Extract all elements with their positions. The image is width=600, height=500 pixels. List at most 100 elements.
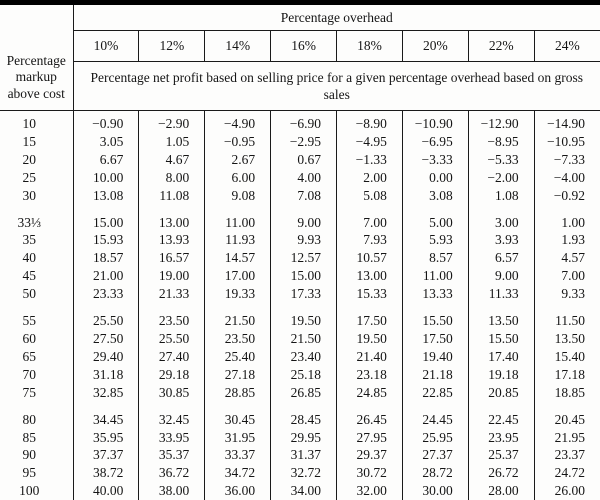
markup-row-label: 50 — [0, 285, 74, 304]
net-profit-cell: 21.00 — [72, 267, 139, 286]
net-profit-cell: 21.50 — [270, 329, 337, 348]
table-body: 10 −0.90 −2.90 −4.90 −6.90 −8.90 −10.90 −12.90−… — [0, 110, 600, 500]
column-header: 14% — [204, 30, 271, 62]
net-profit-cell: 26.45 — [336, 401, 403, 429]
net-profit-cell: 18.85 — [533, 383, 600, 402]
net-profit-cell: 9.33 — [533, 285, 600, 304]
net-profit-cell: 4.67 — [138, 150, 205, 169]
net-profit-cell: 32.00 — [336, 482, 403, 500]
net-profit-cell: 23.95 — [467, 428, 535, 447]
net-profit-cell: −1.33 — [336, 150, 403, 169]
net-profit-cell: 38.72 — [72, 464, 139, 483]
markup-row-label: 40 — [0, 249, 74, 268]
net-profit-cell: 29.95 — [270, 428, 337, 447]
net-profit-cell: −2.90 — [138, 110, 205, 133]
net-profit-cell: −2.95 — [270, 132, 337, 151]
markup-row-label: 20 — [0, 150, 74, 169]
net-profit-cell: −8.90 — [336, 110, 403, 133]
net-profit-cell: 22.45 — [467, 401, 535, 429]
net-profit-cell: 17.50 — [401, 329, 469, 348]
markup-row-label: 15 — [0, 132, 74, 151]
net-profit-cell: 6.57 — [467, 249, 535, 268]
table-row: 15 3.05 1.05 −0.95 −2.95 −4.95 −6.95 −8.95 −10.9… — [0, 132, 600, 151]
markup-row-label: 70 — [0, 365, 74, 384]
markup-row-label: 10 — [0, 110, 74, 133]
net-profit-cell: 27.18 — [204, 365, 271, 384]
net-profit-cell: 27.37 — [401, 446, 469, 465]
net-profit-cell: 0.00 — [401, 168, 469, 187]
net-profit-cell: 26.00 — [533, 482, 600, 500]
net-profit-cell: 25.40 — [204, 347, 271, 366]
markup-row-label: 65 — [0, 347, 74, 366]
net-profit-cell: 26.85 — [270, 383, 337, 402]
net-profit-cell: 29.18 — [138, 365, 205, 384]
net-profit-cell: 37.37 — [72, 446, 139, 465]
net-profit-cell: 11.00 — [204, 204, 271, 232]
net-profit-cell: 2.00 — [336, 168, 403, 187]
net-profit-cell: 27.95 — [336, 428, 403, 447]
markup-row-label: 35 — [0, 231, 74, 250]
net-profit-cell: 15.33 — [336, 285, 403, 304]
table-row: 80 34.45 32.45 30.45 28.45 26.45 24.45 22.45 20.… — [0, 401, 600, 429]
column-header: 10% — [72, 30, 139, 62]
net-profit-cell: −7.33 — [533, 150, 600, 169]
net-profit-cell: −6.90 — [270, 110, 337, 133]
net-profit-cell: 17.40 — [467, 347, 535, 366]
net-profit-cell: 34.72 — [204, 464, 271, 483]
net-profit-cell: 23.50 — [204, 329, 271, 348]
net-profit-cell: 13.50 — [467, 303, 535, 330]
net-profit-cell: 19.50 — [336, 329, 403, 348]
table-row: 30 13.08 11.08 9.08 7.08 5.08 3.08 1.08 −0.92 — [0, 186, 600, 205]
table-row: 35 15.93 13.93 11.93 9.93 7.93 5.93 3.93 1.93 — [0, 231, 600, 250]
table-row: 85 35.95 33.95 31.95 29.95 27.95 25.95 23.95 21.… — [0, 428, 600, 447]
net-profit-cell: 3.00 — [467, 204, 535, 232]
net-profit-cell: 3.05 — [72, 132, 139, 151]
net-profit-cell: 27.50 — [72, 329, 139, 348]
table-row: 55 25.50 23.50 21.50 19.50 17.50 15.50 13.50 11.… — [0, 303, 600, 330]
net-profit-cell: 34.00 — [270, 482, 337, 500]
net-profit-cell: 21.95 — [533, 428, 600, 447]
net-profit-cell: 17.50 — [336, 303, 403, 330]
column-header: 24% — [533, 30, 600, 62]
net-profit-cell: 36.72 — [138, 464, 205, 483]
net-profit-cell: 13.00 — [336, 267, 403, 286]
net-profit-cell: −3.33 — [401, 150, 469, 169]
table-row: 33⅓ 15.00 13.00 11.00 9.00 7.00 5.00 3.00 1.00 — [0, 204, 600, 232]
net-profit-cell: 15.93 — [72, 231, 139, 250]
net-profit-cell: 16.57 — [138, 249, 205, 268]
markup-row-label: 60 — [0, 329, 74, 348]
net-profit-cell: 17.00 — [204, 267, 271, 286]
net-profit-cell: 21.40 — [336, 347, 403, 366]
net-profit-cell: 30.00 — [401, 482, 469, 500]
net-profit-cell: 35.37 — [138, 446, 205, 465]
table-row: 40 18.57 16.57 14.57 12.57 10.57 8.57 6.57 4.57 — [0, 249, 600, 268]
markup-row-label: 100 — [0, 482, 74, 500]
net-profit-cell: 24.85 — [336, 383, 403, 402]
net-profit-cell: 23.40 — [270, 347, 337, 366]
net-profit-cell: 19.18 — [467, 365, 535, 384]
table-row: 100 40.00 38.00 36.00 34.00 32.00 30.00 28.00 26… — [0, 482, 600, 500]
net-profit-cell: 20.45 — [533, 401, 600, 429]
net-profit-cell: 28.85 — [204, 383, 271, 402]
net-profit-cell: 25.50 — [72, 303, 139, 330]
net-profit-cell: 36.00 — [204, 482, 271, 500]
markup-row-label: 90 — [0, 446, 74, 465]
net-profit-cell: 12.57 — [270, 249, 337, 268]
table-row: 65 29.40 27.40 25.40 23.40 21.40 19.40 17.40 15.… — [0, 347, 600, 366]
markup-row-label: 95 — [0, 464, 74, 483]
net-profit-cell: 30.72 — [336, 464, 403, 483]
net-profit-cell: 10.57 — [336, 249, 403, 268]
net-profit-cell: 1.05 — [138, 132, 205, 151]
net-profit-cell: 14.57 — [204, 249, 271, 268]
net-profit-cell: 11.33 — [467, 285, 535, 304]
net-profit-cell: 4.57 — [533, 249, 600, 268]
net-profit-cell: 3.93 — [467, 231, 535, 250]
net-profit-cell: 1.00 — [533, 204, 600, 232]
net-profit-cell: 2.67 — [204, 150, 271, 169]
markup-row-label: 45 — [0, 267, 74, 286]
table-row: 20 6.67 4.67 2.67 0.67 −1.33 −3.33 −5.33 −7.33 — [0, 150, 600, 169]
net-profit-cell: 31.18 — [72, 365, 139, 384]
net-profit-cell: 17.33 — [270, 285, 337, 304]
